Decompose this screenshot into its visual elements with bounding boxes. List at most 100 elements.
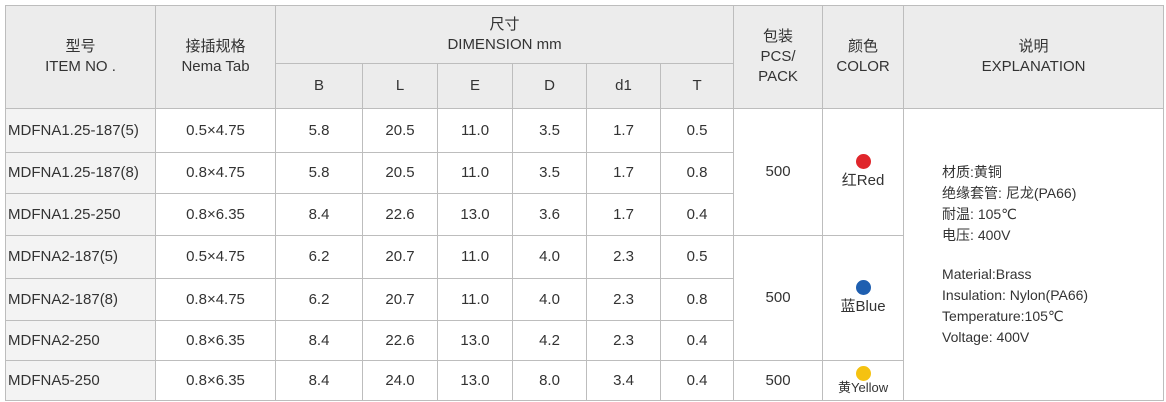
dimension-header: 尺寸 DIMENSION mm [274, 5, 735, 64]
value-cell: 0.8×6.35 [155, 360, 276, 401]
value-cell: 11.0 [437, 152, 513, 194]
value-cell: 0.8×4.75 [155, 278, 276, 321]
data-row: MDFNA1.25-250 0.8×6.35 8.4 22.6 13.0 3.6 1.7 0.… [5, 193, 1164, 236]
item-header-line: 型号 [65, 38, 96, 55]
item-cell: MDFNA2-187(8) [5, 278, 156, 321]
header-row: 型号 ITEM NO . 接插规格 Nema Tab 尺寸 DIMENSION mm 包装 P… [5, 5, 1165, 109]
value-cell: 5.8 [275, 152, 363, 194]
pack-cell: 500 [733, 108, 824, 236]
value-cell: 0.5×4.75 [155, 235, 276, 279]
value-cell: 20.5 [362, 108, 438, 153]
dimension-subheader: B [275, 63, 363, 109]
value-cell: 5.8 [275, 108, 363, 153]
explanation-line: Voltage: 400V [942, 328, 1030, 345]
explanation-header-line: EXPLANATION [981, 58, 1086, 75]
value-cell: 2.3 [586, 235, 661, 279]
item-cell: MDFNA1.25-187(5) [5, 108, 156, 153]
pack-header: 包装 PCS/PACK [733, 5, 824, 109]
value-cell: 2.3 [586, 320, 661, 361]
explanation-line: 耐温: 105℃ [942, 205, 1017, 222]
color-header-line: 颜色 [848, 38, 879, 55]
color-dot [855, 153, 871, 169]
explanation-line: Insulation: Nylon(PA66) [942, 286, 1089, 303]
value-cell: 0.8×6.35 [155, 193, 276, 236]
value-cell: 22.6 [362, 193, 438, 236]
value-cell: 20.7 [362, 235, 438, 279]
value-cell: 22.6 [362, 320, 438, 361]
color-cell: 蓝Blue [822, 235, 905, 361]
color-label: 蓝Blue [840, 297, 886, 315]
color-label: 黄Yellow [837, 380, 889, 395]
data-row: MDFNA1.25-187(5) 0.5×4.75 5.8 20.5 11.0 3.5 1.… [5, 108, 1165, 401]
value-cell: 20.5 [362, 152, 438, 194]
value-cell: 0.8 [659, 278, 735, 321]
item-cell: MDFNA1.25-250 [5, 193, 156, 236]
data-row: MDFNA2-187(5) 0.5×4.75 6.2 20.7 11.0 4.0 2.3 0.… [5, 235, 1164, 361]
value-cell: 4.0 [512, 278, 587, 321]
color-header-line: COLOR [836, 58, 890, 75]
value-cell: 0.4 [659, 320, 735, 361]
explanation-header: 说明 EXPLANATION [903, 5, 1165, 109]
value-cell: 2.3 [586, 278, 661, 321]
explanation-line: 绝缘套管: 尼龙(PA66) [942, 184, 1077, 201]
spec-table: 型号 ITEM NO . 接插规格 Nema Tab 尺寸 DIMENSION mm 包装 P… [5, 5, 1165, 401]
spec-header-line: Nema Tab [181, 58, 250, 75]
explanation-line: Temperature:105℃ [942, 307, 1064, 324]
dimension-subheader: D [512, 63, 587, 109]
item-cell: MDFNA2-187(5) [5, 235, 156, 279]
explanation-cell: 材质:黄铜绝缘套管: 尼龙(PA66) 耐温: 105℃ 电压: 400V Mater… [903, 108, 1165, 401]
value-cell: 1.7 [586, 152, 661, 194]
color-dot [855, 366, 871, 381]
color-header: 颜色 COLOR [822, 5, 905, 109]
value-cell: 6.2 [275, 235, 363, 279]
dimension-header-line: DIMENSION mm [447, 35, 562, 53]
pack-cell: 500 [733, 360, 824, 401]
value-cell: 0.8×4.75 [155, 152, 276, 194]
value-cell: 4.0 [512, 235, 587, 279]
dimension-subheader: T [659, 63, 735, 109]
pack-header-line: 包装 [763, 28, 794, 45]
color-label: 红Red [841, 171, 885, 189]
pack-header-line: PCS/ [760, 48, 796, 65]
value-cell: 11.0 [437, 278, 513, 321]
explanation-line: Material:Brass [942, 265, 1032, 282]
value-cell: 0.4 [659, 193, 735, 236]
value-cell: 4.2 [512, 320, 587, 361]
value-cell: 0.4 [659, 360, 735, 401]
value-cell: 0.8×6.35 [155, 320, 276, 361]
color-cell: 黄Yellow [822, 360, 905, 401]
value-cell: 8.4 [275, 360, 363, 401]
spacer [942, 246, 1163, 264]
explanation-line: 电压: 400V [942, 226, 1011, 243]
spec-header: 接插规格 Nema Tab [155, 5, 276, 109]
data-row: MDFNA1.25-187(8) 0.8×4.75 5.8 20.5 11.0 3.5 1.… [5, 152, 1164, 194]
value-cell: 20.7 [362, 278, 438, 321]
value-cell: 0.5×4.75 [155, 108, 276, 153]
color-cell: 红Red [822, 108, 905, 236]
value-cell: 1.7 [586, 193, 661, 236]
value-cell: 8.0 [512, 360, 587, 401]
item-cell: MDFNA2-250 [5, 320, 156, 361]
pack-cell: 500 [733, 235, 824, 361]
data-row: MDFNA2-250 0.8×6.35 8.4 22.6 13.0 4.2 2.3 0.4 [5, 320, 1164, 361]
item-header: 型号 ITEM NO . [5, 5, 156, 109]
explanation-header-line: 说明 [1018, 38, 1049, 55]
dimension-header-line: 尺寸 [489, 15, 520, 33]
pack-header-line: PACK [758, 68, 798, 85]
dimension-subheader: d1 [586, 63, 661, 109]
item-cell: MDFNA5-250 [5, 360, 156, 401]
value-cell: 6.2 [275, 278, 363, 321]
value-cell: 13.0 [437, 193, 513, 236]
value-cell: 3.5 [512, 108, 587, 153]
value-cell: 8.4 [275, 320, 363, 361]
explanation-line: 材质:黄铜 [942, 163, 1002, 180]
value-cell: 11.0 [437, 235, 513, 279]
data-row: MDFNA5-250 0.8×6.35 8.4 24.0 13.0 8.0 3.4 0.4 50… [5, 360, 1164, 401]
value-cell: 13.0 [437, 360, 513, 401]
value-cell: 24.0 [362, 360, 438, 401]
item-header-line: ITEM NO . [45, 58, 116, 75]
value-cell: 3.4 [586, 360, 661, 401]
value-cell: 1.7 [586, 108, 661, 153]
